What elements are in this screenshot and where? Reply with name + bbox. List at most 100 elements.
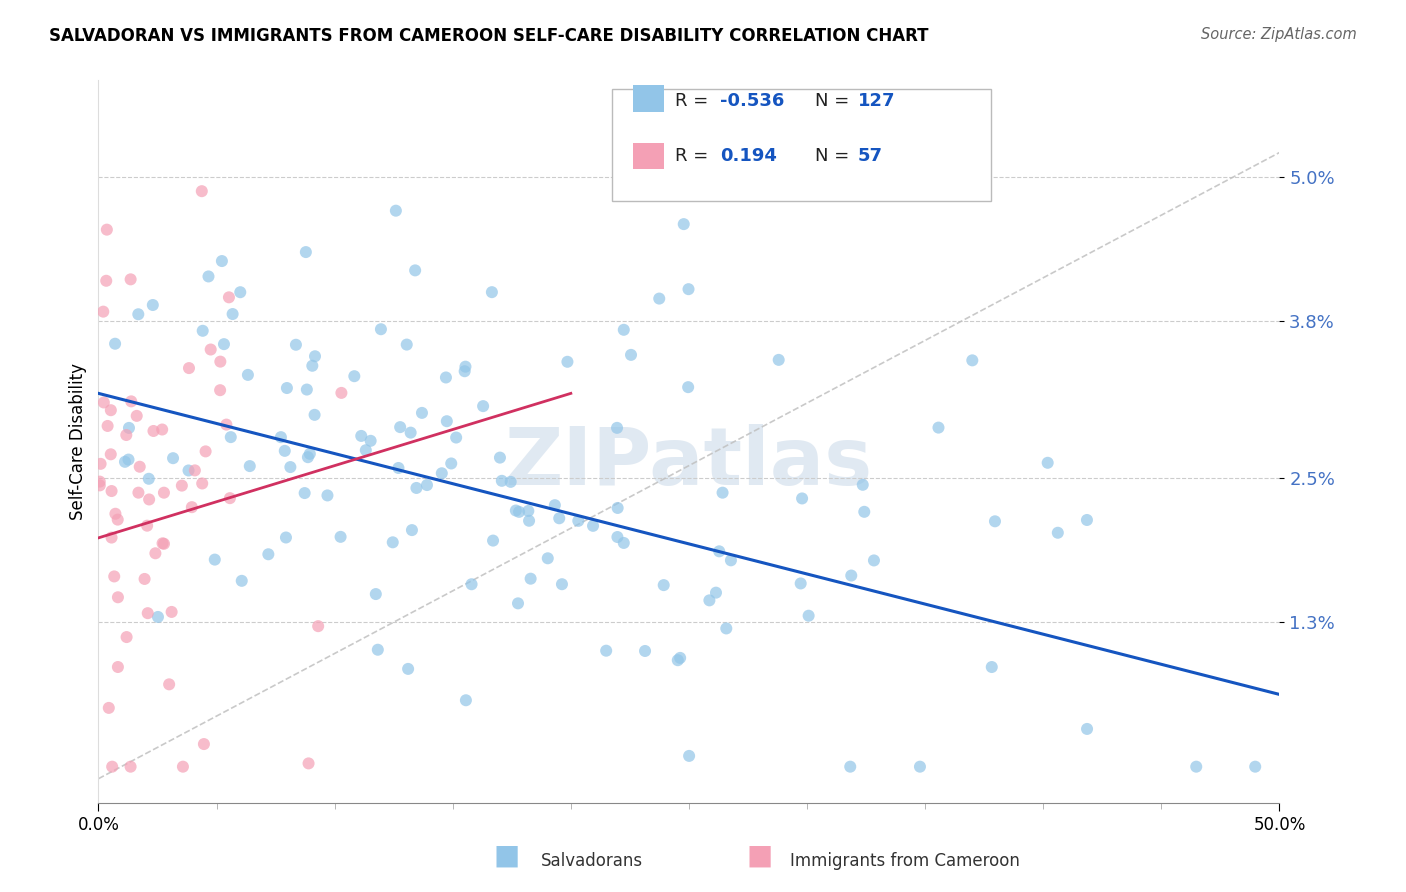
Text: Immigrants from Cameroon: Immigrants from Cameroon xyxy=(790,852,1019,870)
Point xyxy=(582,519,605,533)
Point xyxy=(551,577,574,591)
Point xyxy=(274,531,297,545)
Point xyxy=(236,368,259,382)
Point xyxy=(567,514,589,528)
Point xyxy=(142,424,165,438)
Point xyxy=(295,245,318,260)
Text: 0.194: 0.194 xyxy=(720,147,776,165)
Point xyxy=(1244,760,1267,774)
Point xyxy=(304,349,326,363)
Point xyxy=(720,553,742,567)
Point xyxy=(134,572,156,586)
Point xyxy=(984,514,1007,528)
Point xyxy=(711,485,734,500)
Point xyxy=(389,420,412,434)
Text: 127: 127 xyxy=(858,92,896,110)
Point xyxy=(128,459,150,474)
Point xyxy=(204,552,226,566)
Point xyxy=(537,551,560,566)
Point xyxy=(115,630,138,644)
Point xyxy=(211,254,233,268)
Point xyxy=(482,533,505,548)
Point xyxy=(768,352,790,367)
Point xyxy=(120,760,142,774)
Point xyxy=(440,457,463,471)
Point xyxy=(544,498,567,512)
Point xyxy=(104,507,127,521)
Point xyxy=(354,443,377,458)
Point xyxy=(177,361,200,376)
Point xyxy=(153,485,176,500)
Point xyxy=(100,403,122,417)
Point xyxy=(316,488,339,502)
Point xyxy=(194,444,217,458)
Point xyxy=(399,425,422,440)
Point xyxy=(146,610,169,624)
Point xyxy=(107,660,129,674)
Point xyxy=(280,460,302,475)
Point xyxy=(91,304,114,318)
Point xyxy=(172,760,194,774)
Text: N =: N = xyxy=(815,147,855,165)
Point xyxy=(519,572,541,586)
Point xyxy=(145,546,167,560)
Point xyxy=(125,409,148,423)
Point xyxy=(434,370,457,384)
Point xyxy=(508,505,530,519)
Point xyxy=(180,500,202,515)
Point xyxy=(89,478,111,492)
Point xyxy=(191,184,214,198)
Text: ZIPatlas: ZIPatlas xyxy=(505,425,873,502)
Point xyxy=(790,491,813,506)
Point xyxy=(381,535,404,549)
Point xyxy=(101,760,124,774)
Point xyxy=(652,578,675,592)
Point xyxy=(93,395,115,409)
Point xyxy=(395,337,418,351)
Point xyxy=(709,544,731,558)
Point xyxy=(1185,760,1208,774)
Point xyxy=(96,222,118,236)
Point xyxy=(219,491,242,505)
Point xyxy=(100,447,122,461)
Point xyxy=(678,282,700,296)
Point xyxy=(184,463,207,477)
Text: Salvadorans: Salvadorans xyxy=(541,852,644,870)
Y-axis label: Self-Care Disability: Self-Care Disability xyxy=(69,363,87,520)
Point xyxy=(100,531,122,545)
Point xyxy=(669,651,692,665)
Point xyxy=(404,263,426,277)
Point xyxy=(298,447,321,461)
Point xyxy=(297,756,319,771)
Point xyxy=(672,217,695,231)
Point xyxy=(191,324,214,338)
Point xyxy=(853,505,876,519)
Text: ■: ■ xyxy=(494,842,519,870)
Point xyxy=(634,644,657,658)
Point xyxy=(704,585,727,599)
Point xyxy=(170,478,193,492)
Point xyxy=(980,660,1002,674)
Point xyxy=(666,653,689,667)
Point xyxy=(613,536,636,550)
Point xyxy=(276,381,298,395)
Point xyxy=(436,414,458,428)
Point xyxy=(863,553,886,567)
Point xyxy=(852,477,875,491)
Text: Source: ZipAtlas.com: Source: ZipAtlas.com xyxy=(1201,27,1357,42)
Point xyxy=(162,451,184,466)
Point xyxy=(120,394,142,409)
Point xyxy=(118,421,141,435)
Point xyxy=(294,486,316,500)
Point xyxy=(103,569,125,583)
Point xyxy=(454,693,477,707)
Text: -0.536: -0.536 xyxy=(720,92,785,110)
Point xyxy=(221,307,243,321)
Point xyxy=(370,322,392,336)
Point xyxy=(142,298,165,312)
Point xyxy=(385,203,408,218)
Point xyxy=(157,677,180,691)
Text: R =: R = xyxy=(675,147,714,165)
Point xyxy=(797,608,820,623)
Point xyxy=(839,760,862,774)
